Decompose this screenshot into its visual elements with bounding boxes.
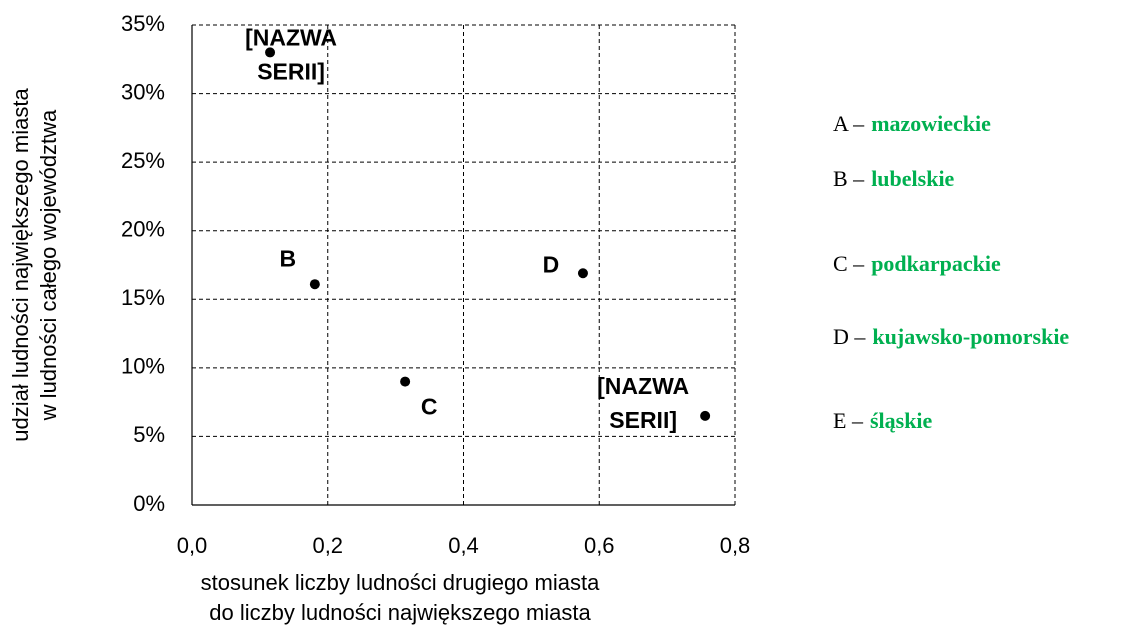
x-axis-label: stosunek liczby ludności drugiego miasta <box>201 570 600 595</box>
point <box>309 279 320 290</box>
legend-name: kujawsko-pomorskie <box>872 324 1069 349</box>
y-tick-label: 20% <box>121 217 165 242</box>
y-axis-label: udział ludności największego miasta <box>8 88 33 442</box>
legend-key: B – <box>833 166 865 191</box>
data-label: [NAZWA <box>245 25 337 51</box>
y-tick-label: 25% <box>121 148 165 173</box>
legend-item: A – mazowieckie <box>833 111 991 136</box>
x-tick-label: 0,0 <box>177 533 208 558</box>
x-tick-label: 0,2 <box>312 533 343 558</box>
legend-key: D – <box>833 324 866 349</box>
legend-item: D – kujawsko-pomorskie <box>833 324 1069 349</box>
legend-item: C – podkarpackie <box>833 251 1001 276</box>
point <box>400 376 411 387</box>
point <box>577 268 588 279</box>
point <box>700 410 711 421</box>
y-tick-label: 15% <box>121 285 165 310</box>
legend-name: mazowieckie <box>871 111 991 136</box>
legend-key: A – <box>833 111 865 136</box>
y-tick-label: 35% <box>121 11 165 36</box>
legend-item: B – lubelskie <box>833 166 955 191</box>
y-tick-label: 0% <box>133 491 165 516</box>
y-axis-label: w ludności całego województwa <box>36 109 61 421</box>
x-tick-label: 0,4 <box>448 533 479 558</box>
y-tick-label: 5% <box>133 422 165 447</box>
data-label: SERII] <box>609 407 677 433</box>
data-label: [NAZWA <box>597 373 689 399</box>
legend-name: podkarpackie <box>871 251 1001 276</box>
legend-name: lubelskie <box>871 166 954 191</box>
data-label: D <box>543 251 560 277</box>
legend-key: E – <box>833 408 864 433</box>
legend-key: C – <box>833 251 865 276</box>
x-tick-label: 0,6 <box>584 533 615 558</box>
legend-item: E – śląskie <box>833 408 933 433</box>
y-tick-label: 30% <box>121 79 165 104</box>
data-label: B <box>280 245 297 271</box>
y-tick-label: 10% <box>121 354 165 379</box>
data-label: C <box>421 394 438 420</box>
x-tick-label: 0,8 <box>720 533 751 558</box>
point <box>265 47 276 58</box>
x-axis-label: do liczby ludności największego miasta <box>209 600 591 625</box>
data-label: SERII] <box>257 59 325 85</box>
legend-name: śląskie <box>870 408 933 433</box>
